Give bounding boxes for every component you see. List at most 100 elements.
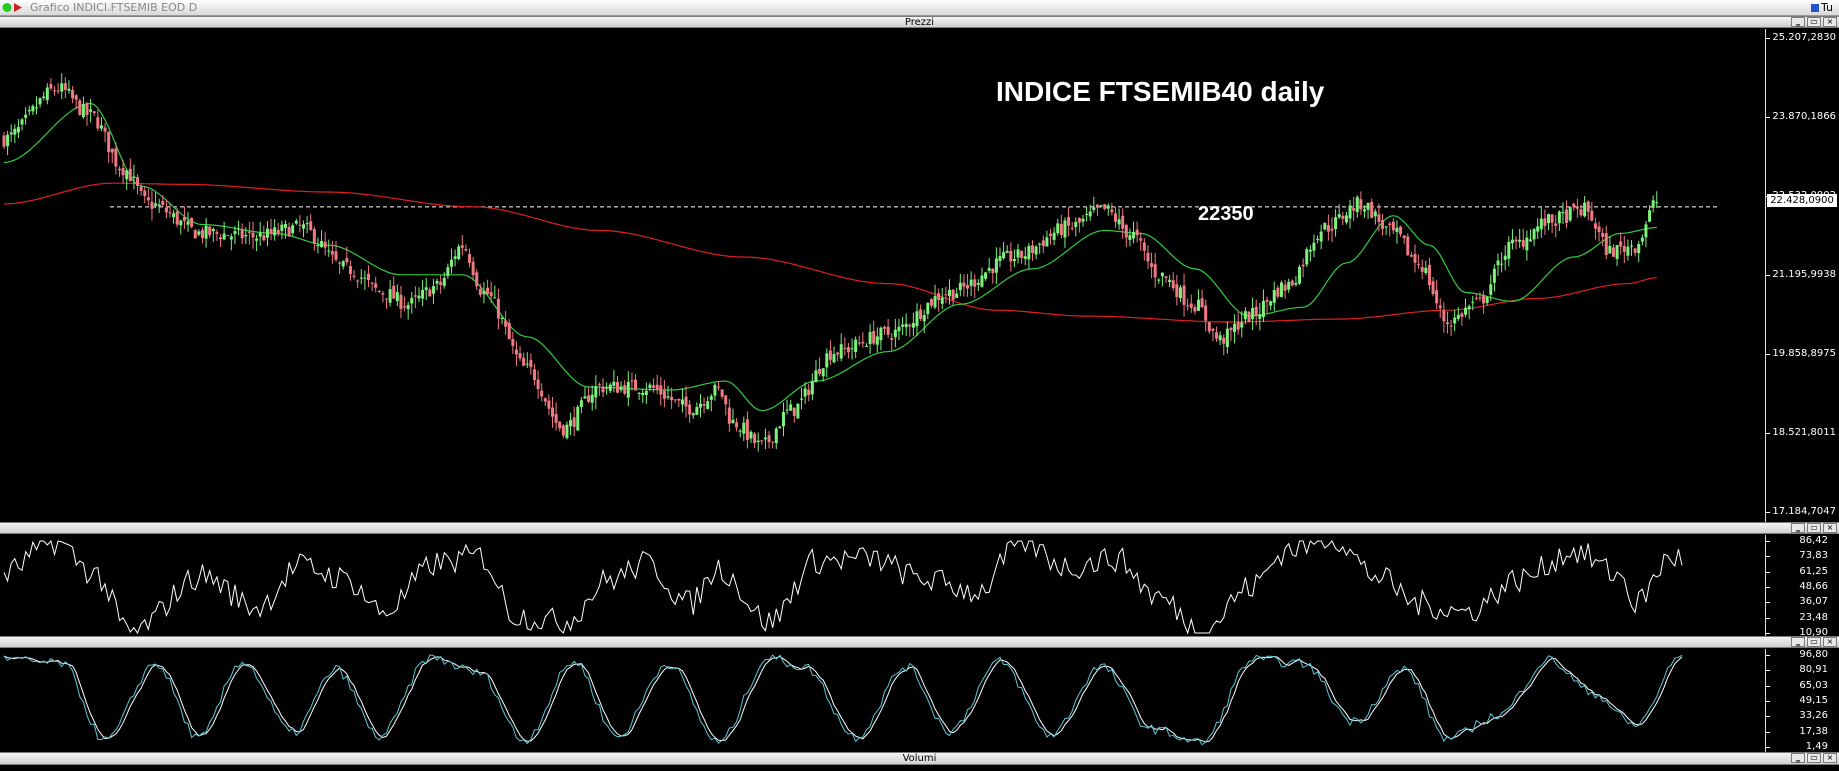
y-tick-mark xyxy=(1766,633,1770,634)
candle-body xyxy=(1604,233,1608,256)
candle-body xyxy=(662,390,666,399)
candle-body xyxy=(1622,246,1626,252)
candle-body xyxy=(78,100,82,115)
candle-body xyxy=(615,382,619,393)
candle-body xyxy=(1012,258,1016,262)
candle-body xyxy=(1175,284,1179,298)
candle-body xyxy=(540,390,544,397)
y-tick-label: 18.521,8011 xyxy=(1772,427,1836,438)
candle-body xyxy=(276,229,280,234)
candle-body xyxy=(522,357,526,366)
minimize-button[interactable]: ‗ xyxy=(1791,753,1805,763)
oscillator-chart[interactable] xyxy=(0,535,1765,636)
restore-button[interactable]: ▭ xyxy=(1807,753,1821,763)
prices-pane-header[interactable]: Prezzi ‗ ▭ × xyxy=(0,16,1839,28)
y-tick-mark xyxy=(1766,117,1770,118)
y-tick-mark xyxy=(1766,731,1770,733)
candle-body xyxy=(1532,229,1536,240)
candle-body xyxy=(659,385,663,395)
candle-body xyxy=(1590,210,1594,221)
candle-body xyxy=(1554,223,1558,226)
candle-body xyxy=(219,237,223,240)
candle-body xyxy=(410,297,414,304)
volume-pane-header[interactable]: Volumi ‗ ▭ × xyxy=(0,752,1839,765)
candle-body xyxy=(666,396,670,398)
candle-body xyxy=(294,220,298,224)
candle-body xyxy=(1261,300,1265,317)
candle-body xyxy=(1005,250,1009,253)
y-tick-label: 23,48 xyxy=(1799,611,1828,623)
candle-body xyxy=(1467,306,1471,310)
candle-body xyxy=(951,289,955,300)
candle-body xyxy=(641,392,645,396)
candle-body xyxy=(1233,323,1237,333)
close-button[interactable]: × xyxy=(1823,753,1837,763)
window-titlebar[interactable]: Grafico INDICI.FTSEMIB EOD D Tu xyxy=(0,0,1839,16)
candle-body xyxy=(1474,298,1478,300)
candle-body xyxy=(511,339,515,346)
candle-body xyxy=(1611,247,1615,257)
candle-body xyxy=(753,433,757,444)
candle-body xyxy=(731,419,735,424)
candle-body xyxy=(204,225,208,239)
restore-button[interactable]: ▭ xyxy=(1807,17,1821,27)
candle-body xyxy=(226,235,230,237)
candle-body xyxy=(457,246,461,260)
close-button[interactable]: × xyxy=(1823,523,1837,533)
candle-body xyxy=(1319,231,1323,242)
candle-body xyxy=(781,412,785,427)
minimize-button[interactable]: ‗ xyxy=(1791,523,1805,533)
candle-body xyxy=(399,294,403,310)
candle-body xyxy=(172,213,176,218)
candle-body xyxy=(1063,220,1067,238)
price-chart[interactable] xyxy=(0,29,1765,522)
candle-body xyxy=(594,386,598,398)
candle-body xyxy=(998,256,1002,262)
candle-body xyxy=(1348,205,1352,219)
candle-body xyxy=(565,424,569,438)
candle-body xyxy=(1427,264,1431,286)
oscillator-pane-header[interactable]: ‗ ▭ × xyxy=(0,522,1839,534)
candle-body xyxy=(1027,245,1031,260)
candle-body xyxy=(1117,219,1121,225)
price-axis: 25.207,283023.870,186622.532,090221.195,… xyxy=(1765,29,1839,522)
stochastic-pane-header[interactable]: ‗ ▭ × xyxy=(0,636,1839,648)
candle-body xyxy=(1287,281,1291,290)
candle-body xyxy=(1178,287,1182,299)
candle-body xyxy=(1572,203,1576,208)
candle-body xyxy=(258,232,262,237)
minimize-button[interactable]: ‗ xyxy=(1791,17,1805,27)
candle-body xyxy=(796,403,800,419)
candle-body xyxy=(933,296,937,308)
candle-body xyxy=(828,350,832,360)
candle-body xyxy=(312,229,316,244)
candle-body xyxy=(1081,218,1085,222)
candle-body xyxy=(724,395,728,405)
candle-body xyxy=(16,127,20,133)
candle-body xyxy=(309,221,313,230)
candle-body xyxy=(832,354,836,363)
candle-body xyxy=(717,386,721,388)
candle-body xyxy=(583,396,587,399)
restore-button[interactable]: ▭ xyxy=(1807,523,1821,533)
close-button[interactable]: × xyxy=(1823,17,1837,27)
candle-body xyxy=(211,228,215,232)
prices-pane-controls: ‗ ▭ × xyxy=(1791,17,1837,28)
candle-body xyxy=(1500,263,1504,265)
candle-body xyxy=(85,103,89,115)
candle-body xyxy=(1095,204,1099,208)
y-tick-label: 25.207,2830 xyxy=(1772,32,1836,43)
candle-body xyxy=(1435,290,1439,304)
last-price-tag: 22.428,0900 xyxy=(1767,194,1837,207)
candle-body xyxy=(897,326,901,332)
restore-button[interactable]: ▭ xyxy=(1807,637,1821,647)
candle-body xyxy=(901,324,905,327)
minimize-button[interactable]: ‗ xyxy=(1791,637,1805,647)
candle-body xyxy=(1041,240,1045,247)
stochastic-chart[interactable] xyxy=(0,649,1765,752)
close-button[interactable]: × xyxy=(1823,637,1837,647)
candle-body xyxy=(208,226,212,236)
candle-body xyxy=(875,336,879,345)
level-label: 22350 xyxy=(1198,203,1254,225)
candle-body xyxy=(38,98,42,105)
